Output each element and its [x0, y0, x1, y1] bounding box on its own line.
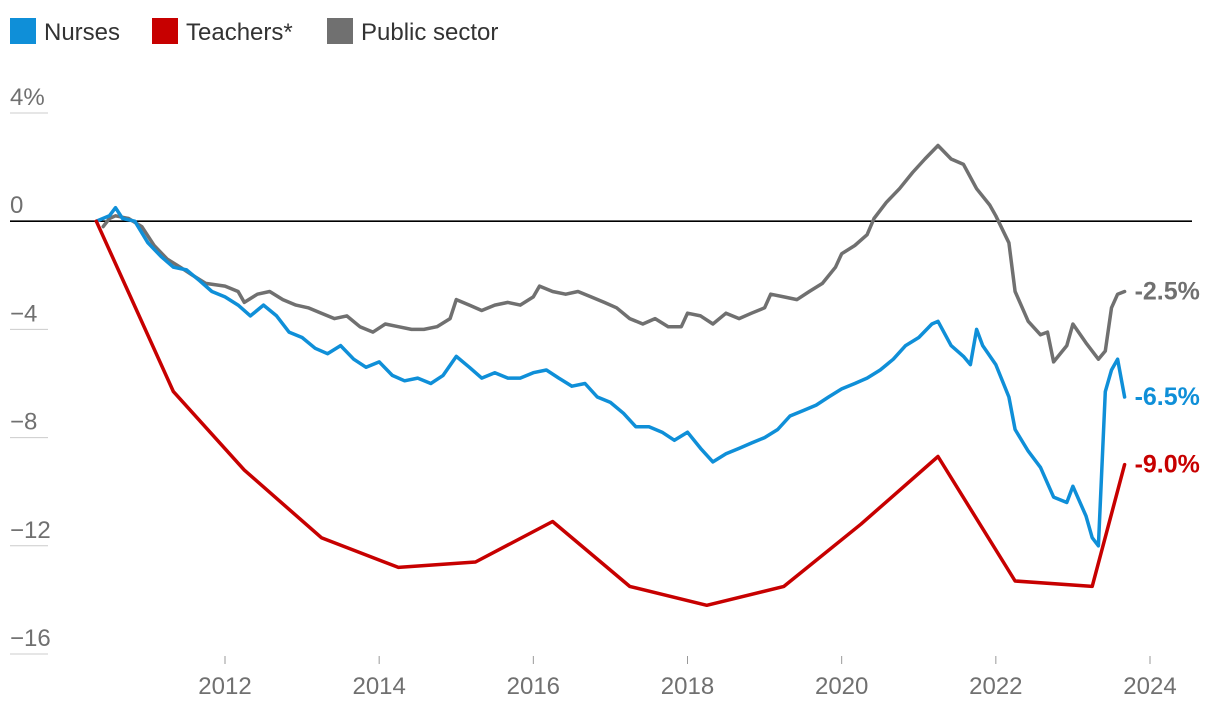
- y-tick-label: −12: [10, 517, 51, 544]
- y-tick-label: 0: [10, 192, 23, 219]
- legend-item-public-sector: Public sector: [327, 18, 498, 46]
- legend-item-teachers: Teachers*: [152, 18, 293, 46]
- x-tick-label: 2022: [969, 673, 1022, 700]
- x-tick-label: 2012: [198, 673, 251, 700]
- x-tick-label: 2016: [507, 673, 560, 700]
- y-tick: −12: [10, 517, 51, 547]
- legend-label-nurses: Nurses: [44, 19, 120, 46]
- series-line-teachers: [94, 219, 1127, 608]
- y-tick-label: −16: [10, 625, 51, 652]
- x-tick-label: 2024: [1123, 673, 1176, 700]
- y-tick: 4%: [10, 84, 48, 114]
- legend-label-teachers: Teachers*: [186, 19, 293, 46]
- x-axis: 2012 2014 2016 2018 2020 2022 2024: [198, 656, 1177, 700]
- x-tick: 2016: [507, 656, 560, 700]
- y-tick-label: 4%: [10, 84, 45, 111]
- legend-swatch-nurses: [10, 18, 36, 44]
- end-labels: -6.5% -9.0% -2.5%: [1135, 278, 1200, 479]
- x-tick: 2012: [198, 656, 252, 700]
- end-label-nurses: -6.5%: [1135, 383, 1200, 411]
- x-tick: 2018: [661, 656, 714, 700]
- y-tick: −8: [10, 409, 48, 439]
- legend-swatch-public-sector: [327, 18, 353, 44]
- x-tick-label: 2018: [661, 673, 714, 700]
- x-tick: 2020: [815, 656, 868, 700]
- legend: Nurses Teachers* Public sector: [10, 18, 498, 46]
- x-tick: 2024: [1123, 656, 1177, 700]
- legend-swatch-teachers: [152, 18, 178, 44]
- series-layer: [94, 143, 1127, 608]
- x-tick: 2014: [352, 656, 406, 700]
- y-tick: 0: [10, 192, 23, 219]
- x-tick-label: 2014: [352, 673, 405, 700]
- y-tick: −4: [10, 300, 48, 330]
- y-axis: 4% 0 −4 −8 −12 −16: [10, 84, 51, 655]
- legend-label-public-sector: Public sector: [361, 19, 498, 46]
- y-tick: −16: [10, 625, 51, 655]
- y-tick-label: −8: [10, 409, 37, 436]
- series-line-public-sector: [101, 143, 1127, 364]
- end-label-public-sector: -2.5%: [1135, 278, 1200, 306]
- x-tick: 2022: [969, 656, 1023, 700]
- end-label-teachers: -9.0%: [1135, 451, 1200, 479]
- legend-item-nurses: Nurses: [10, 18, 120, 46]
- series-line-nurses: [94, 205, 1127, 548]
- x-tick-label: 2020: [815, 673, 868, 700]
- y-tick-label: −4: [10, 300, 37, 327]
